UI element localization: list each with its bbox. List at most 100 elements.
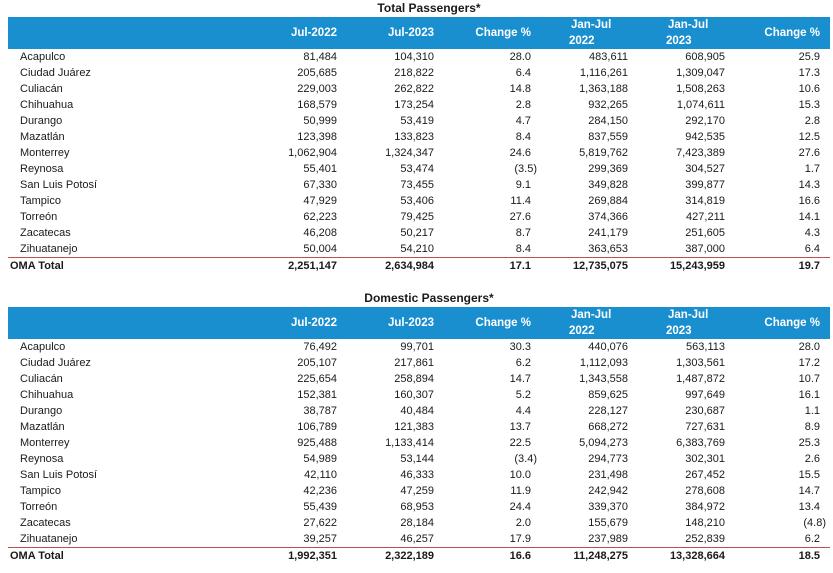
jan-jul-2022-value: 299,369 — [588, 163, 628, 175]
change-ytd-value: 12.5 — [798, 131, 820, 143]
table-row: Mazatlán 106,789 121,383 13.7 668,272 727,631… — [8, 419, 830, 435]
table-row: Culiacán 229,003 262,822 14.8 1,363,188 1,508… — [8, 81, 830, 97]
airport-name: Ciudad Juárez — [20, 67, 91, 79]
table-row: Torreón 62,223 79,425 27.6 374,366 427,211 14.… — [8, 209, 830, 225]
change-ytd-value: 19.7 — [798, 260, 820, 273]
jan-jul-2022-value: 12,735,075 — [572, 260, 628, 273]
table-row: Culiacán 225,654 258,894 14.7 1,343,558 1,487… — [8, 371, 830, 387]
jan-jul-2023-value: 230,687 — [685, 405, 725, 417]
jul-2022-value: 2,251,147 — [288, 260, 337, 273]
header-jan-jul-2022: Jan-Jul 2022 — [541, 17, 638, 49]
change-month-value: 30.3 — [509, 341, 531, 353]
jan-jul-2023-value: 302,301 — [685, 453, 725, 465]
airport-name: San Luis Potosí — [20, 179, 98, 191]
change-ytd-value: 25.3 — [798, 437, 820, 449]
jan-jul-2023-value: 563,113 — [686, 341, 725, 353]
jul-2022-value: 152,381 — [297, 389, 337, 401]
airport-name: Torreón — [20, 501, 58, 513]
jul-2023-value: 104,310 — [394, 51, 434, 63]
jan-jul-2022-value: 837,559 — [588, 131, 628, 143]
airport-name: Mazatlán — [20, 421, 65, 433]
jan-jul-2023-value: 148,210 — [685, 517, 725, 529]
jan-jul-2022-value: 363,653 — [588, 243, 628, 255]
airport-name: Monterrey — [20, 147, 70, 159]
jan-jul-2022-value: 5,819,762 — [579, 147, 628, 159]
jul-2022-value: 62,223 — [303, 211, 337, 223]
table-row: Tampico 47,929 53,406 11.4 269,884 314,819 16.… — [8, 193, 830, 209]
header-airport — [8, 17, 250, 49]
table-row: Durango 50,999 53,419 4.7 284,150 292,170 2.8 — [8, 113, 830, 129]
jul-2022-value: 925,488 — [297, 437, 337, 449]
jan-jul-2022-value: 440,076 — [588, 341, 628, 353]
header-jan-jul-2022-line1: Jan-Jul — [571, 19, 612, 31]
jul-2022-value: 50,999 — [303, 115, 337, 127]
jul-2023-value: 121,383 — [394, 421, 434, 433]
jul-2022-value: 67,330 — [303, 179, 337, 191]
jul-2023-value: 46,257 — [400, 533, 434, 545]
header-jul-2022: Jul-2022 — [290, 27, 337, 39]
airport-name: Zacatecas — [20, 517, 71, 529]
jan-jul-2022-value: 155,679 — [588, 517, 628, 529]
jan-jul-2023-value: 942,535 — [685, 131, 725, 143]
jul-2022-value: 50,004 — [303, 243, 337, 255]
table-row: Acapulco 81,484 104,310 28.0 483,611 608,905 2… — [8, 49, 830, 65]
change-month-value: 13.7 — [509, 421, 531, 433]
airport-name: Mazatlán — [20, 131, 65, 143]
change-month-value: 10.0 — [509, 469, 531, 481]
change-month-value: (3.5) — [514, 163, 537, 175]
jan-jul-2022-value: 231,498 — [588, 469, 628, 481]
change-month-value: 8.4 — [515, 243, 531, 255]
change-ytd-value: 17.3 — [798, 67, 820, 79]
airport-name: OMA Total — [10, 550, 64, 563]
header-change-month: Change % — [475, 27, 531, 39]
header-jan-jul-2023-line1: Jan-Jul — [668, 19, 709, 31]
jul-2022-value: 27,622 — [303, 517, 337, 529]
change-month-value: 28.0 — [509, 51, 531, 63]
jul-2023-value: 68,953 — [400, 501, 434, 513]
jul-2023-value: 53,144 — [400, 453, 434, 465]
jan-jul-2022-value: 339,370 — [588, 501, 628, 513]
jan-jul-2022-value: 228,127 — [588, 405, 628, 417]
jul-2022-value: 76,492 — [303, 341, 337, 353]
airport-name: Chihuahua — [20, 389, 74, 401]
airport-name: Monterrey — [20, 437, 70, 449]
jul-2023-value: 2,634,984 — [385, 260, 434, 273]
change-ytd-value: 27.6 — [798, 147, 820, 159]
jan-jul-2022-value: 1,363,188 — [579, 83, 628, 95]
change-month-value: 8.4 — [515, 131, 531, 143]
jan-jul-2022-value: 241,179 — [588, 227, 628, 239]
change-month-value: 5.2 — [515, 389, 531, 401]
jan-jul-2022-value: 932,265 — [588, 99, 628, 111]
jan-jul-2022-value: 859,625 — [588, 389, 628, 401]
header-jan-jul-2023: Jan-Jul 2023 — [638, 17, 735, 49]
table-row: Durango 38,787 40,484 4.4 228,127 230,687 1.1 — [8, 403, 830, 419]
jul-2023-value: 133,823 — [394, 131, 434, 143]
airport-name: OMA Total — [10, 260, 64, 273]
jan-jul-2022-value: 374,366 — [588, 211, 628, 223]
table-row: Reynosa 55,401 53,474 (3.5) 299,369 304,527 1.… — [8, 161, 830, 177]
jan-jul-2022-value: 1,112,093 — [579, 357, 628, 369]
header-jul-2022: Jul-2022 — [290, 317, 337, 329]
change-ytd-value: 28.0 — [798, 341, 820, 353]
jan-jul-2022-value: 294,773 — [588, 453, 628, 465]
jan-jul-2022-value: 11,248,275 — [573, 550, 628, 563]
jan-jul-2022-value: 668,272 — [588, 421, 628, 433]
jul-2023-value: 217,861 — [394, 357, 434, 369]
change-month-value: 9.1 — [515, 179, 531, 191]
airport-name: Tampico — [20, 485, 61, 497]
change-ytd-value: 2.6 — [804, 453, 820, 465]
change-ytd-value: 25.9 — [798, 51, 820, 63]
table-row: Monterrey 1,062,904 1,324,347 24.6 5,819,762… — [8, 145, 830, 161]
jan-jul-2022-value: 349,828 — [588, 179, 628, 191]
table-row: Torreón 55,439 68,953 24.4 339,370 384,972 13.… — [8, 499, 830, 515]
table-row: San Luis Potosí 67,330 73,455 9.1 349,828 399… — [8, 177, 830, 193]
jan-jul-2022-value: 1,343,558 — [579, 373, 628, 385]
change-ytd-value: 16.1 — [798, 389, 820, 401]
airport-name: Zihuatanejo — [20, 243, 78, 255]
domestic-passengers-section: Domestic Passengers* Jul-2022 Jul-2023 C… — [8, 290, 830, 565]
jan-jul-2023-value: 15,243,959 — [669, 260, 725, 273]
change-month-value: 11.4 — [510, 195, 531, 207]
table-row: Chihuahua 152,381 160,307 5.2 859,625 997,649… — [8, 387, 830, 403]
change-ytd-value: 14.1 — [798, 211, 820, 223]
change-ytd-value: 1.1 — [804, 405, 820, 417]
